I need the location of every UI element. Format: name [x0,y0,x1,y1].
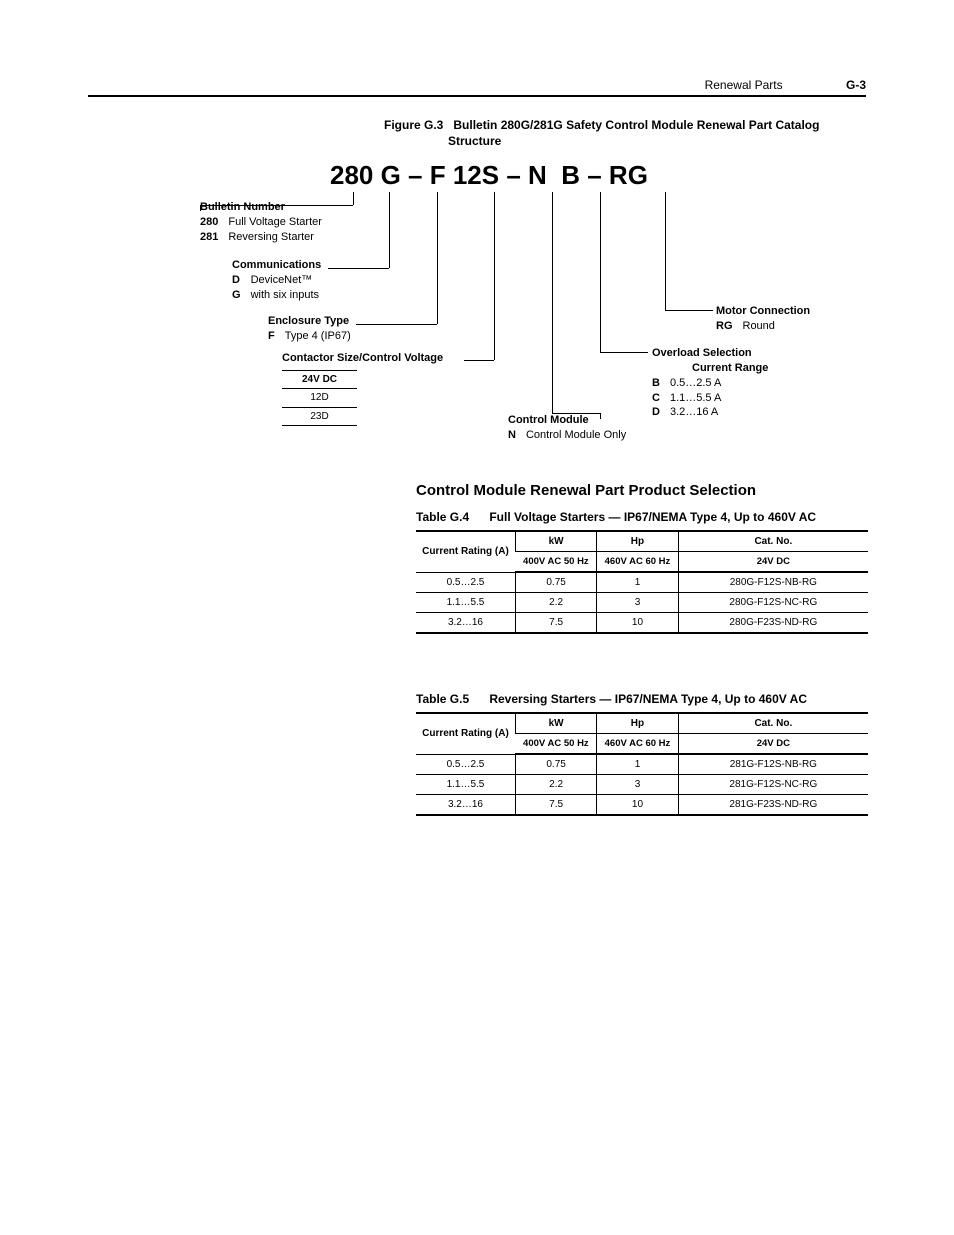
table-g5-title: Table G.5 Reversing Starters — IP67/NEMA… [416,692,807,706]
th-hp: Hp [597,531,678,552]
header-page: G-3 [846,78,866,92]
th-cat-sub: 24V DC [678,552,868,573]
table-row: 3.2…167.510281G-F23S-ND-RG [416,795,868,816]
contactor-block: Contactor Size/Control Voltage 24V DC 12… [282,351,443,426]
table-g5: Current Rating (A) kW Hp Cat. No. 400V A… [416,712,868,816]
bulletin-rows: 280Full Voltage Starter 281Reversing Sta… [200,215,326,245]
th-kw-sub: 400V AC 50 Hz [515,734,596,755]
connector-line [464,360,494,361]
th-hp-sub: 460V AC 60 Hz [597,734,678,755]
header-rule [88,95,866,97]
connector-line [389,192,390,268]
figure-title-line2: Structure [384,134,864,150]
th-cat-sub: 24V DC [678,734,868,755]
connector-line [353,192,354,205]
table-g4-title: Table G.4 Full Voltage Starters — IP67/N… [416,510,816,524]
figure-title: Figure G.3 Bulletin 280G/281G Safety Con… [384,118,864,149]
connector-line [665,310,713,311]
overload-heading: Overload Selection [652,346,768,361]
catalog-code: 280 G – F 12S – N B – RG [330,160,648,191]
connector-line [328,268,389,269]
motor-block: Motor Connection RGRound [716,304,810,334]
table-row: 1.1…5.52.23281G-F12S-NC-RG [416,775,868,795]
figure-label: Figure G.3 [384,118,443,132]
th-kw: kW [515,531,596,552]
overload-block: Overload Selection Current Range B0.5…2.… [652,346,768,420]
communications-block: Communications DDeviceNet™ Gwith six inp… [232,258,323,303]
contactor-col: 24V DC [282,370,357,389]
contactor-heading: Contactor Size/Control Voltage [282,351,443,366]
connector-line [600,352,648,353]
page-header: Renewal Parts G-3 [705,78,866,92]
table-row: 0.5…2.50.751281G-F12S-NB-RG [416,754,868,775]
table-row: 3.2…167.510280G-F23S-ND-RG [416,613,868,634]
bulletin-heading: Bulletin Number [200,200,326,215]
section-heading: Control Module Renewal Part Product Sele… [416,482,756,499]
connector-line [494,192,495,360]
th-hp-sub: 460V AC 60 Hz [597,552,678,573]
connector-line [600,192,601,352]
connector-line [552,192,553,413]
figure-title-line1: Bulletin 280G/281G Safety Control Module… [453,118,819,132]
table-row: 0.5…2.50.751280G-F12S-NB-RG [416,572,868,593]
overload-subheading: Current Range [652,361,768,376]
table-row: 1.1…5.52.23280G-F12S-NC-RG [416,593,868,613]
th-current: Current Rating (A) [416,531,515,572]
connector-line [665,192,666,310]
control-module-block: Control Module NControl Module Only [508,413,630,443]
th-kw-sub: 400V AC 50 Hz [515,552,596,573]
th-cat: Cat. No. [678,713,868,734]
th-cat: Cat. No. [678,531,868,552]
th-current: Current Rating (A) [416,713,515,754]
connector-line [356,324,437,325]
control-module-heading: Control Module [508,413,630,428]
motor-heading: Motor Connection [716,304,810,319]
enclosure-heading: Enclosure Type [268,314,355,329]
th-hp: Hp [597,713,678,734]
communications-heading: Communications [232,258,323,273]
table-g4: Current Rating (A) kW Hp Cat. No. 400V A… [416,530,868,634]
th-kw: kW [515,713,596,734]
enclosure-block: Enclosure Type FType 4 (IP67) [268,314,355,344]
header-section: Renewal Parts [705,78,783,92]
connector-line [437,192,438,324]
bulletin-block: Bulletin Number 280Full Voltage Starter … [200,200,326,245]
